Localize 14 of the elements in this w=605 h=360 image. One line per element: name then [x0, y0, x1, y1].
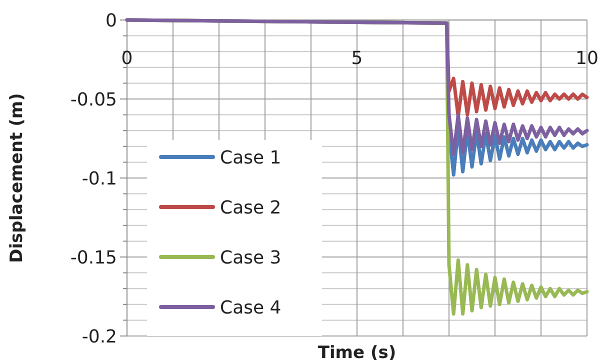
y-tick-label: -0.05 — [70, 89, 117, 110]
y-tick-label: -0.15 — [70, 247, 117, 268]
legend-label: Case 3 — [220, 247, 282, 268]
legend-label: Case 2 — [220, 197, 282, 218]
y-tick-label: -0.1 — [82, 168, 117, 190]
y-tick-label: 0 — [106, 10, 117, 32]
legend-label: Case 1 — [220, 147, 282, 168]
legend-label: Case 4 — [220, 297, 282, 318]
x-tick-label: 0 — [121, 48, 133, 69]
x-axis-title: Time (s) — [318, 343, 396, 360]
x-tick-label: 5 — [351, 48, 363, 69]
y-axis-title: Displacement (m) — [7, 93, 27, 263]
x-tick-label: 10 — [576, 48, 598, 69]
y-tick-label: -0.2 — [82, 326, 117, 348]
